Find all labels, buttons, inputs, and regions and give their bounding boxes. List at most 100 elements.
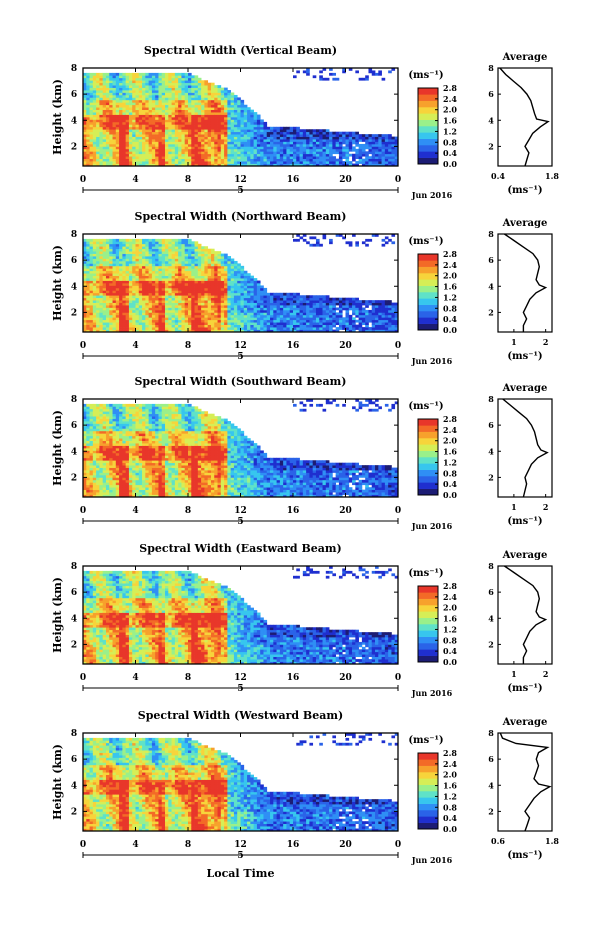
heatmap-cell xyxy=(227,109,232,113)
heatmap-cell xyxy=(125,290,130,294)
heatmap-cell xyxy=(119,97,123,101)
heatmap-cell xyxy=(99,268,104,272)
heatmap-cell xyxy=(119,253,123,257)
heatmap-cell xyxy=(342,70,346,74)
heatmap-cell xyxy=(338,234,343,237)
heatmap-cell xyxy=(266,292,271,296)
heatmap-cell xyxy=(161,90,166,93)
heatmap-cell xyxy=(89,248,94,252)
heatmap-cell xyxy=(283,163,287,167)
colorbar-tick-label: 0.8 xyxy=(443,137,457,147)
heatmap-cell xyxy=(355,151,359,155)
heatmap-cell xyxy=(263,322,268,325)
heatmap-cell xyxy=(224,324,228,328)
heatmap-cell xyxy=(237,319,241,323)
heatmap-cell xyxy=(240,295,245,299)
heatmap-cell xyxy=(125,107,130,110)
heatmap-cell xyxy=(161,265,166,269)
heatmap-cell xyxy=(92,158,97,162)
heatmap-cell xyxy=(345,139,350,142)
heatmap-cell xyxy=(122,283,127,286)
heatmap-cell xyxy=(135,292,140,296)
heatmap-cell xyxy=(102,278,107,281)
heatmap-cell xyxy=(220,302,225,306)
heatmap-cell xyxy=(122,302,127,306)
heatmap-cell xyxy=(217,124,222,128)
heatmap-cell xyxy=(148,129,153,133)
heatmap-cell xyxy=(128,153,133,157)
heatmap-cell xyxy=(352,148,356,152)
heatmap-cell xyxy=(86,275,90,279)
heatmap-cell xyxy=(227,134,232,137)
heatmap-cell xyxy=(217,143,222,147)
heatmap-cell xyxy=(86,287,90,291)
heatmap-cell xyxy=(315,141,320,145)
heatmap-cell xyxy=(92,90,97,93)
heatmap-cell xyxy=(217,322,222,325)
heatmap-cell xyxy=(125,94,130,98)
heatmap-cell xyxy=(142,287,146,291)
heatmap-cell xyxy=(191,156,195,159)
heatmap-cell xyxy=(142,248,146,252)
heatmap-cell xyxy=(253,121,258,125)
heatmap-cell xyxy=(128,258,133,262)
heatmap-cell xyxy=(289,148,294,152)
heatmap-cell xyxy=(145,141,149,145)
heatmap-cell xyxy=(293,139,297,142)
heatmap-cell xyxy=(227,99,232,103)
heatmap-cell xyxy=(158,117,163,120)
heatmap-cell xyxy=(89,131,94,135)
heatmap-cell xyxy=(204,85,209,88)
heatmap-cell xyxy=(188,270,192,274)
heatmap-cell xyxy=(319,77,323,81)
heatmap-cell xyxy=(105,112,110,115)
heatmap-cell xyxy=(338,131,343,135)
heatmap-cell xyxy=(83,90,87,93)
heatmap-cell xyxy=(227,151,232,155)
heatmap-cell xyxy=(247,126,251,130)
heatmap-cell xyxy=(207,319,212,323)
heatmap-cell xyxy=(148,139,153,142)
x-tick-label: 4 xyxy=(132,175,138,185)
heatmap-cell xyxy=(286,126,291,130)
heatmap-cell xyxy=(119,278,123,281)
heatmap-cell xyxy=(86,256,90,259)
heatmap-cell xyxy=(125,253,130,257)
heatmap-cell xyxy=(197,283,202,286)
heatmap-cell xyxy=(171,314,176,318)
heatmap-cell xyxy=(119,143,123,147)
heatmap-cell xyxy=(128,305,133,308)
heatmap-cell xyxy=(233,287,238,291)
heatmap-cell xyxy=(165,241,169,245)
heatmap-cells xyxy=(83,68,399,167)
heatmap-cell xyxy=(151,87,156,91)
heatmap-cell xyxy=(122,319,127,323)
heatmap-cell xyxy=(217,161,222,164)
heatmap-cell xyxy=(99,273,104,276)
heatmap-cell xyxy=(115,75,120,79)
heatmap-cell xyxy=(352,324,356,328)
heatmap-cell xyxy=(214,131,218,135)
heatmap-cell xyxy=(83,265,87,269)
heatmap-cell xyxy=(247,283,251,286)
heatmap-cell xyxy=(191,309,195,313)
heatmap-cell xyxy=(86,251,90,254)
heatmap-cell xyxy=(115,139,120,142)
heatmap-cell xyxy=(263,121,268,125)
heatmap-cell xyxy=(253,305,258,308)
heatmap-cell xyxy=(201,256,205,259)
heatmap-cell xyxy=(165,148,169,152)
heatmap-cell xyxy=(119,243,123,247)
heatmap-cell xyxy=(99,280,104,284)
heatmap-cell xyxy=(86,265,90,269)
heatmap-cell xyxy=(96,265,100,269)
heatmap-cell xyxy=(122,156,127,159)
heatmap-cell xyxy=(109,300,113,303)
heatmap-cell xyxy=(161,134,166,137)
heatmap-cell xyxy=(105,139,110,142)
heatmap-cell xyxy=(355,156,359,159)
heatmap-cell xyxy=(184,124,189,128)
heatmap-cell xyxy=(161,75,166,79)
heatmap-cell xyxy=(122,243,127,247)
heatmap-cell xyxy=(197,314,202,318)
